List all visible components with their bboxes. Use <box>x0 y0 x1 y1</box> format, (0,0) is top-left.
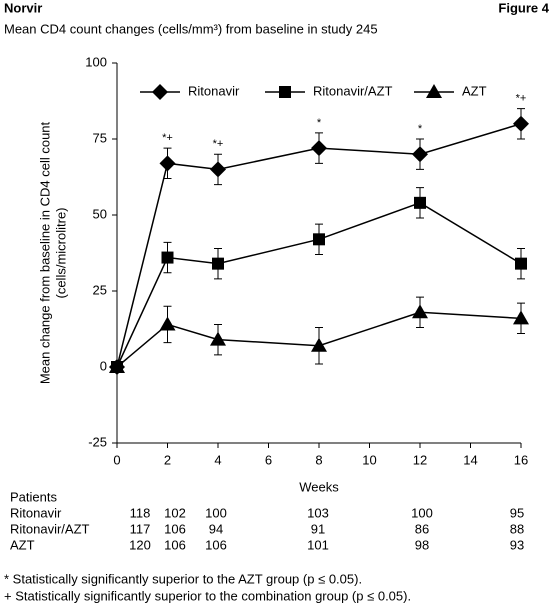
table-row-label: AZT <box>10 537 35 552</box>
data-point <box>515 257 527 270</box>
table-cell: 88 <box>510 521 524 536</box>
data-point <box>161 251 174 264</box>
annotation: *+ <box>516 93 527 105</box>
legend-label: Ritonavir <box>188 83 240 98</box>
y-axis-label: (cells/microlitre) <box>53 208 68 299</box>
table-cell: 106 <box>205 537 227 552</box>
series-line <box>116 123 522 368</box>
x-tick-label: 16 <box>514 452 528 467</box>
annotation: * <box>317 117 322 129</box>
chart-title: Mean CD4 count changes (cells/mm³) from … <box>4 21 378 36</box>
table-cell: 101 <box>307 537 329 552</box>
footnote: + Statistically significantly superior t… <box>4 588 411 603</box>
data-point <box>109 359 125 373</box>
y-tick-label: 0 <box>100 358 107 373</box>
table-cell: 93 <box>510 537 524 552</box>
header-right: Figure 4 <box>498 0 549 15</box>
y-tick-label: 25 <box>93 282 107 297</box>
table-cell: 117 <box>130 521 151 536</box>
y-tick-label: 75 <box>93 130 107 145</box>
x-tick-label: 4 <box>214 452 221 467</box>
x-axis-label: Weeks <box>299 479 339 494</box>
y-tick-label: 50 <box>93 206 107 221</box>
table-cell: 94 <box>209 521 223 536</box>
footnote: * Statistically significantly superior t… <box>4 571 362 586</box>
y-axis-label: Mean change from baseline in CD4 cell co… <box>37 121 52 384</box>
x-tick-label: 14 <box>463 452 477 467</box>
y-tick-label: -25 <box>88 434 107 449</box>
series-line <box>116 311 522 368</box>
data-point <box>311 140 327 157</box>
data-point <box>210 161 226 178</box>
legend-marker <box>279 86 291 98</box>
table-title: Patients <box>10 489 57 504</box>
data-point <box>513 310 529 325</box>
data-point <box>313 233 325 246</box>
table-cell: 98 <box>415 537 429 552</box>
table-cell: 103 <box>307 505 329 520</box>
table-cell: 100 <box>411 505 433 520</box>
table-cell: 118 <box>130 505 151 520</box>
data-point <box>159 155 176 172</box>
table-cell: 91 <box>311 521 325 536</box>
legend-marker <box>152 84 168 100</box>
annotation: * <box>418 123 423 135</box>
header-left: Norvir <box>4 0 42 15</box>
annotation: *+ <box>213 138 224 150</box>
table-cell: 86 <box>415 521 429 536</box>
series-line <box>116 202 522 368</box>
table-cell: 120 <box>129 537 151 552</box>
table-row-label: Ritonavir <box>10 505 62 520</box>
data-point <box>159 316 176 331</box>
legend-label: AZT <box>462 83 487 98</box>
data-point <box>414 196 426 209</box>
x-tick-label: 2 <box>164 452 171 467</box>
data-point <box>210 331 226 346</box>
table-cell: 106 <box>164 537 186 552</box>
data-point <box>513 115 529 132</box>
x-tick-label: 6 <box>265 452 272 467</box>
x-tick-label: 0 <box>113 452 120 467</box>
x-tick-label: 12 <box>413 452 427 467</box>
x-tick-label: 8 <box>315 452 322 467</box>
table-cell: 100 <box>205 505 227 520</box>
table-row-label: Ritonavir/AZT <box>10 521 90 536</box>
data-point <box>311 337 327 352</box>
legend-label: Ritonavir/AZT <box>313 83 393 98</box>
table-cell: 106 <box>164 521 186 536</box>
legend-marker <box>426 84 442 98</box>
data-point <box>412 304 428 319</box>
data-point <box>212 257 224 270</box>
table-cell: 95 <box>510 505 524 520</box>
y-tick-label: 100 <box>85 54 107 69</box>
data-point <box>412 146 428 163</box>
table-cell: 102 <box>164 505 186 520</box>
annotation: *+ <box>162 132 173 144</box>
x-tick-label: 10 <box>362 452 376 467</box>
